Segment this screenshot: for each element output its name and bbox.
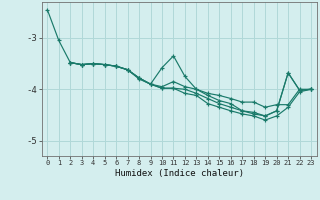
X-axis label: Humidex (Indice chaleur): Humidex (Indice chaleur) — [115, 169, 244, 178]
